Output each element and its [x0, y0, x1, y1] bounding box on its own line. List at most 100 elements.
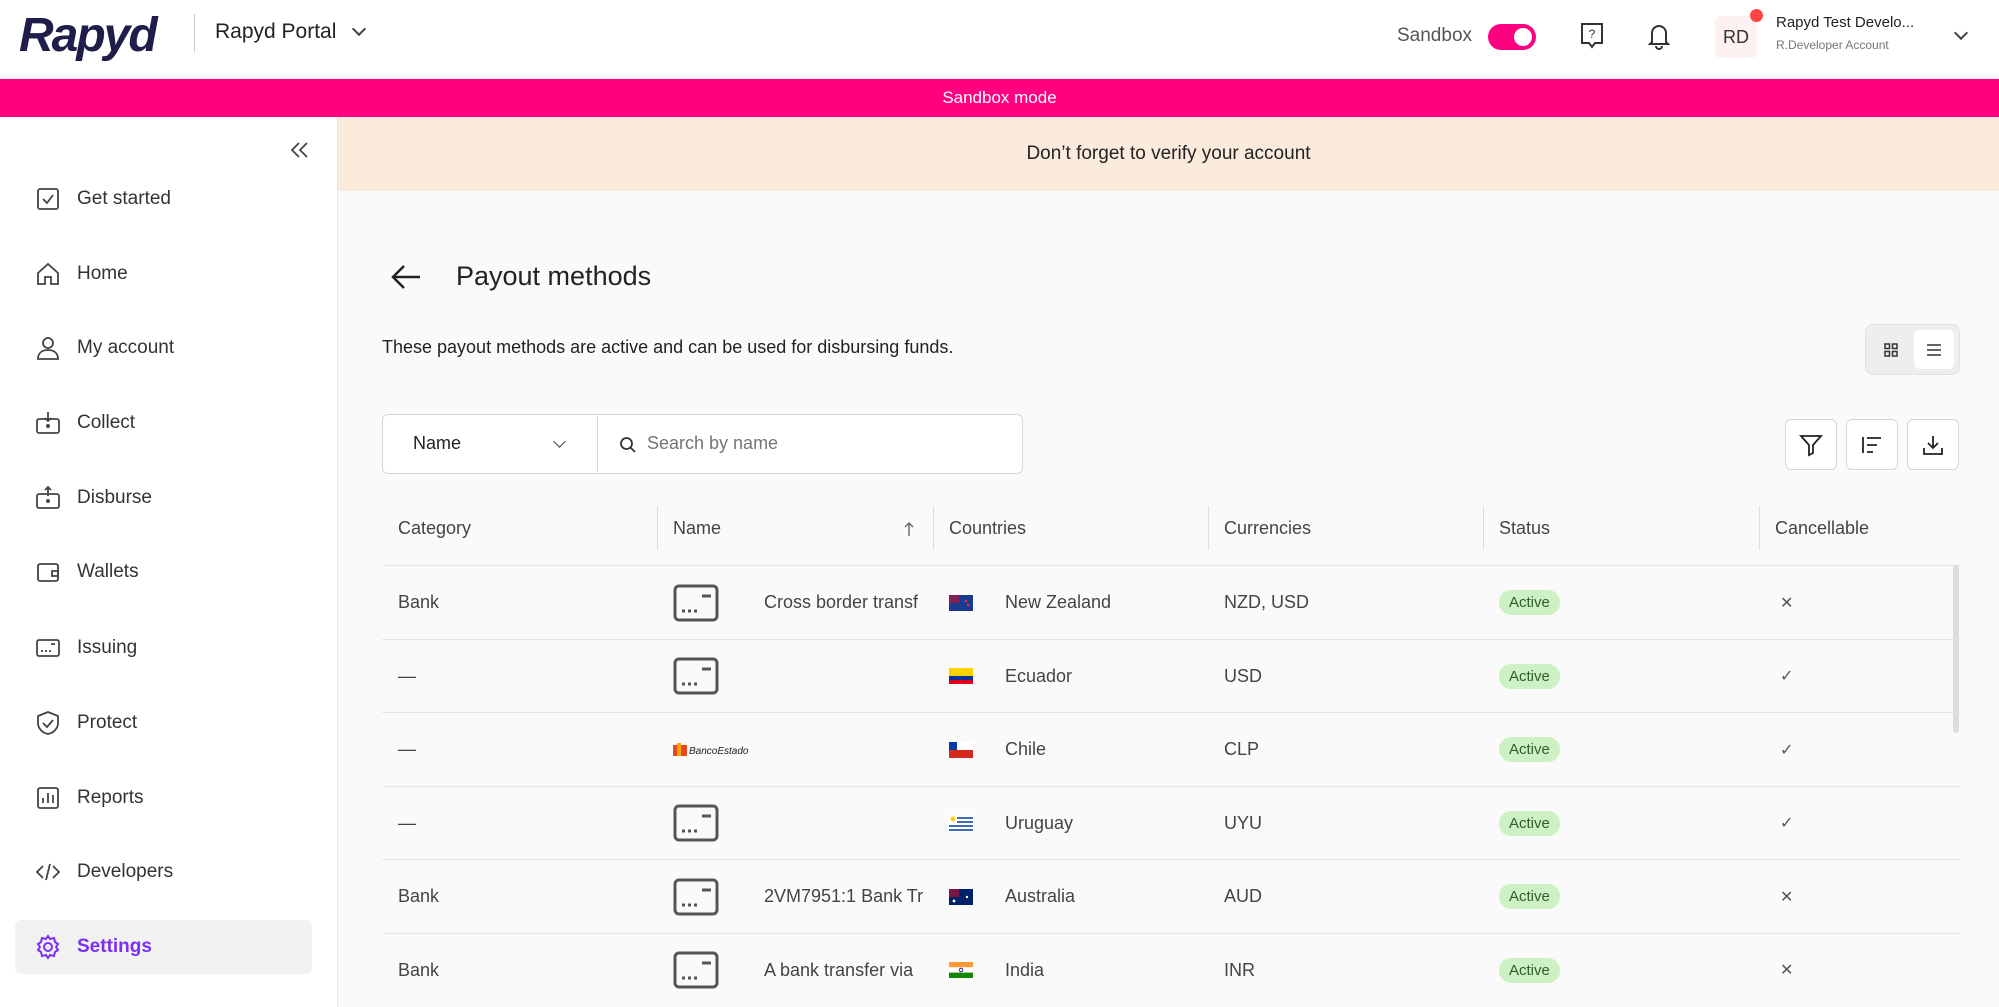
- bell-icon[interactable]: [1648, 22, 1670, 50]
- sort-ascending-icon[interactable]: [903, 521, 915, 537]
- user-name[interactable]: Rapyd Test Develo...: [1776, 14, 1915, 31]
- status-cell: Active: [1499, 787, 1560, 860]
- filter-field-select[interactable]: Name: [413, 433, 461, 454]
- flag-nz-icon: [949, 594, 973, 611]
- column-header-currencies[interactable]: Currencies: [1224, 518, 1312, 538]
- collapse-sidebar-icon[interactable]: [290, 141, 310, 159]
- sidebar-item-get-started[interactable]: Get started: [15, 172, 312, 226]
- table-row[interactable]: Bank 2VM7951:1 Bank Tr Australia AUD Active ✕: [382, 859, 1960, 933]
- bank-card-icon: [673, 657, 719, 695]
- status-badge: Active: [1499, 737, 1560, 762]
- sidebar-item-label: Issuing: [77, 637, 138, 658]
- category-cell: —: [398, 739, 416, 759]
- checkbox-icon: [37, 188, 59, 210]
- sidebar-item-label: Get started: [77, 188, 171, 209]
- status-cell: Active: [1499, 566, 1560, 639]
- sidebar-item-protect[interactable]: Protect: [15, 696, 312, 750]
- bank-card-icon: [673, 804, 719, 842]
- sidebar-item-label: Collect: [77, 412, 136, 433]
- sandbox-toggle[interactable]: [1488, 24, 1536, 50]
- filter-button[interactable]: [1785, 419, 1837, 470]
- status-badge: Active: [1499, 590, 1560, 615]
- column-divider[interactable]: [1483, 506, 1484, 550]
- help-icon[interactable]: ?: [1580, 22, 1604, 50]
- sidebar-item-disburse[interactable]: Disburse: [15, 471, 312, 525]
- sidebar-item-settings[interactable]: Settings: [15, 920, 312, 974]
- category-cell: —: [398, 812, 416, 833]
- table-scrollbar[interactable]: [1953, 565, 1959, 733]
- table-row[interactable]: Bank A bank transfer via India INR Active ✕: [382, 932, 1960, 1007]
- column-header-status[interactable]: Status: [1499, 518, 1551, 538]
- sidebar-item-collect[interactable]: Collect: [15, 396, 312, 450]
- currencies-cell: INR: [1224, 959, 1255, 980]
- view-toggle: [1865, 324, 1960, 375]
- table-row[interactable]: — Uruguay UYU Active ✓: [382, 785, 1960, 860]
- sandbox-mode-banner: Sandbox mode: [0, 79, 1999, 117]
- chart-icon: [37, 787, 59, 809]
- search-input[interactable]: [647, 433, 987, 454]
- name-cell: A bank transfer via: [764, 959, 914, 980]
- download-button[interactable]: [1907, 419, 1959, 470]
- method-logo: [673, 787, 719, 860]
- country-cell: Australia: [949, 860, 1075, 933]
- currencies-cell: NZD, USD: [1224, 592, 1309, 612]
- list-icon: [1927, 343, 1941, 356]
- sidebar-item-label: My account: [77, 337, 175, 358]
- page-title: Payout methods: [456, 261, 652, 291]
- column-divider[interactable]: [933, 506, 934, 550]
- notification-dot: [1750, 9, 1763, 22]
- chevron-down-icon[interactable]: [1953, 25, 1969, 41]
- account-name: R.Developer Account: [1776, 38, 1889, 52]
- bancoestado-logo: BancoEstado: [673, 742, 749, 757]
- status-cell: Active: [1499, 934, 1560, 1007]
- name-cell: [764, 787, 932, 860]
- sidebar-item-issuing[interactable]: Issuing: [15, 621, 312, 675]
- cancellable-icon: ✕: [1780, 594, 1794, 612]
- category-cell: Bank: [398, 886, 440, 906]
- back-arrow-icon[interactable]: [390, 263, 422, 291]
- shield-icon: [37, 711, 59, 735]
- sidebar-item-my-account[interactable]: My account: [15, 321, 312, 375]
- status-cell: Active: [1499, 640, 1560, 713]
- list-view-button[interactable]: [1914, 330, 1954, 369]
- sidebar-item-developers[interactable]: Developers: [15, 845, 312, 899]
- svg-text:?: ?: [1589, 27, 1596, 41]
- column-header-cancellable[interactable]: Cancellable: [1775, 518, 1870, 538]
- flag-au-icon: [949, 888, 973, 905]
- verify-account-banner[interactable]: Don’t forget to verify your account: [338, 117, 1999, 191]
- country-name: Chile: [1005, 739, 1047, 759]
- grid-view-button[interactable]: [1871, 330, 1911, 369]
- status-badge: Active: [1499, 957, 1560, 983]
- status-badge: Active: [1499, 663, 1560, 689]
- filter-field-value: Name: [413, 433, 462, 453]
- table-row[interactable]: Bank Cross border transf New Zealand NZD, U…: [382, 565, 1960, 639]
- column-header-countries[interactable]: Countries: [949, 518, 1027, 538]
- table-row[interactable]: — BancoEstado Chile CLP Active ✓: [382, 712, 1960, 786]
- country-cell: India: [949, 934, 1044, 1007]
- country-name: India: [1005, 959, 1045, 980]
- rapyd-logo[interactable]: Rapyd: [19, 9, 158, 62]
- sandbox-label: Sandbox: [1397, 25, 1473, 46]
- top-bar: Rapyd Rapyd Portal Sandbox ? RD Rapyd Te…: [0, 0, 1999, 79]
- table-row[interactable]: — Ecuador USD Active ✓: [382, 638, 1960, 713]
- column-header-category[interactable]: Category: [398, 518, 472, 538]
- chevron-down-icon[interactable]: [553, 435, 566, 448]
- column-divider[interactable]: [657, 506, 658, 550]
- method-logo: [673, 566, 719, 639]
- column-divider[interactable]: [1759, 506, 1760, 550]
- portal-switcher[interactable]: Rapyd Portal: [215, 20, 367, 44]
- column-divider[interactable]: [1208, 506, 1209, 550]
- sidebar-item-wallets[interactable]: Wallets: [15, 545, 312, 599]
- country-name: Ecuador: [1005, 665, 1073, 686]
- column-header-name[interactable]: Name: [673, 518, 722, 538]
- sidebar-item-label: Reports: [77, 787, 144, 808]
- avatar[interactable]: RD: [1715, 16, 1757, 58]
- sidebar-item-reports[interactable]: Reports: [15, 771, 312, 825]
- sidebar-item-home[interactable]: Home: [15, 247, 312, 301]
- country-cell: New Zealand: [949, 566, 1111, 639]
- sidebar-item-label: Wallets: [77, 561, 139, 582]
- name-cell: Cross border transf: [764, 592, 919, 612]
- sort-button[interactable]: [1846, 419, 1898, 470]
- home-icon: [37, 262, 59, 285]
- card-icon: [36, 639, 60, 657]
